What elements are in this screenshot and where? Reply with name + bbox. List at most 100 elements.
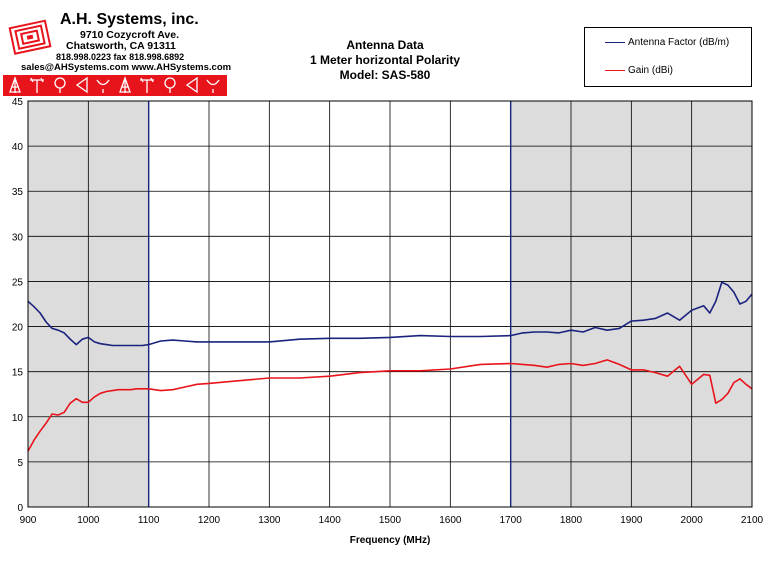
data-point-antenna-factor-6: [63, 332, 65, 334]
data-point-gain-19: [142, 388, 144, 390]
data-point-antenna-factor-46: [642, 319, 645, 321]
data-point-gain-24: [196, 383, 198, 385]
data-point-gain-30: [359, 371, 361, 374]
data-point-gain-5: [57, 414, 59, 416]
x-tick-label-1000: 1000: [77, 515, 100, 526]
data-point-gain-44: [618, 363, 620, 366]
data-point-gain-15: [117, 389, 120, 391]
antenna-icons: [9, 76, 220, 94]
x-tick-label-1400: 1400: [319, 515, 342, 526]
x-tick-label-1500: 1500: [379, 515, 402, 526]
data-point-antenna-factor-22: [172, 339, 174, 341]
data-point-gain-43: [606, 359, 608, 361]
data-point-gain-17: [129, 389, 132, 391]
data-point-antenna-factor-34: [479, 335, 482, 338]
data-point-gain-8: [75, 398, 77, 400]
data-point-antenna-factor-13: [105, 344, 108, 346]
data-point-gain-12: [99, 392, 101, 394]
y-tick-label-45: 45: [12, 97, 24, 108]
data-point-gain-35: [510, 362, 512, 365]
data-point-antenna-factor-52: [709, 312, 711, 314]
data-point-antenna-factor-51: [703, 305, 705, 307]
data-point-gain-56: [733, 381, 735, 384]
data-point-gain-49: [679, 365, 681, 367]
data-point-antenna-factor-28: [298, 338, 301, 340]
legend-swatch-antenna-factor: [605, 41, 625, 43]
data-point-antenna-factor-39: [558, 332, 560, 334]
data-point-gain-11: [93, 396, 95, 398]
data-point-antenna-factor-9: [81, 338, 83, 340]
data-point-gain-25: [208, 382, 210, 384]
x-tick-label-1200: 1200: [198, 515, 221, 526]
legend-item-gain: Gain (dBi): [605, 65, 673, 76]
data-point-gain-33: [449, 368, 451, 370]
data-point-gain-22: [172, 389, 174, 391]
chart-title-line-3: Model: SAS-580: [339, 68, 431, 82]
company-name: A.H. Systems, inc.: [60, 11, 199, 28]
data-point-gain-41: [582, 364, 584, 366]
data-point-gain-27: [268, 377, 270, 379]
y-tick-label-10: 10: [12, 413, 24, 424]
data-point-antenna-factor-29: [329, 337, 331, 339]
data-point-gain-38: [546, 366, 548, 368]
data-point-gain-10: [87, 401, 89, 403]
company-city: Chatsworth, CA 91311: [66, 40, 176, 52]
data-point-antenna-factor-42: [594, 326, 596, 329]
data-point-antenna-factor-33: [449, 335, 451, 338]
log-periodic-icon-2: [206, 79, 220, 93]
data-point-antenna-factor-3: [45, 321, 47, 323]
y-tick-label-20: 20: [12, 323, 24, 334]
data-point-antenna-factor-27: [268, 341, 270, 343]
y-tick-label-15: 15: [12, 368, 24, 379]
data-point-gain-4: [51, 413, 53, 415]
data-point-antenna-factor-57: [739, 303, 741, 305]
data-point-antenna-factor-16: [123, 344, 126, 347]
data-point-antenna-factor-43: [606, 329, 608, 331]
data-point-gain-13: [105, 390, 108, 393]
x-tick-label-1900: 1900: [620, 515, 643, 526]
chart-legend: Antenna Factor (dB/m) Gain (dBi): [584, 27, 752, 87]
x-tick-label-1600: 1600: [439, 515, 462, 526]
data-point-antenna-factor-38: [546, 331, 548, 333]
data-point-gain-48: [666, 375, 669, 377]
horn-side-icon-2: [185, 76, 198, 94]
data-point-gain-40: [570, 362, 572, 365]
data-point-antenna-factor-55: [727, 284, 729, 286]
data-point-antenna-factor-2: [39, 312, 41, 314]
dipole-antenna-icon: [30, 77, 44, 93]
data-point-gain-23: [184, 386, 186, 388]
x-tick-label-900: 900: [20, 515, 37, 526]
company-logo-icon: [8, 19, 52, 55]
x-tick-label-1700: 1700: [500, 515, 523, 526]
data-point-gain-29: [329, 375, 331, 377]
data-point-gain-58: [745, 383, 747, 385]
data-point-gain-31: [389, 370, 391, 372]
y-tick-label-40: 40: [12, 142, 24, 153]
data-point-antenna-factor-32: [419, 334, 421, 337]
data-point-antenna-factor-24: [196, 341, 198, 343]
horn-side-icon: [75, 76, 88, 94]
data-point-antenna-factor-26: [238, 341, 240, 343]
data-point-gain-42: [594, 362, 596, 365]
series-line-gain: [27, 359, 753, 452]
chart-title-line-1: Antenna Data: [346, 38, 424, 52]
x-tick-label-1300: 1300: [258, 515, 281, 526]
data-point-gain-14: [111, 390, 114, 392]
legend-label-antenna-factor: Antenna Factor (dB/m): [628, 37, 730, 48]
data-point-gain-53: [715, 402, 717, 404]
data-point-antenna-factor-36: [522, 332, 524, 334]
x-tick-label-1100: 1100: [138, 515, 160, 526]
data-point-gain-21: [160, 390, 162, 392]
data-point-antenna-factor-8: [75, 344, 77, 346]
data-point-antenna-factor-44: [618, 327, 620, 329]
data-point-gain-46: [642, 369, 645, 371]
data-point-antenna-factor-15: [117, 344, 120, 347]
data-point-antenna-factor-41: [582, 331, 584, 333]
data-point-gain-20: [148, 388, 150, 390]
data-point-antenna-factor-30: [359, 337, 361, 339]
company-phone: 818.998.0223 fax 818.998.6892: [56, 52, 185, 62]
data-point-gain-34: [479, 363, 482, 366]
data-point-gain-32: [419, 370, 421, 372]
data-point-gain-54: [721, 399, 723, 401]
